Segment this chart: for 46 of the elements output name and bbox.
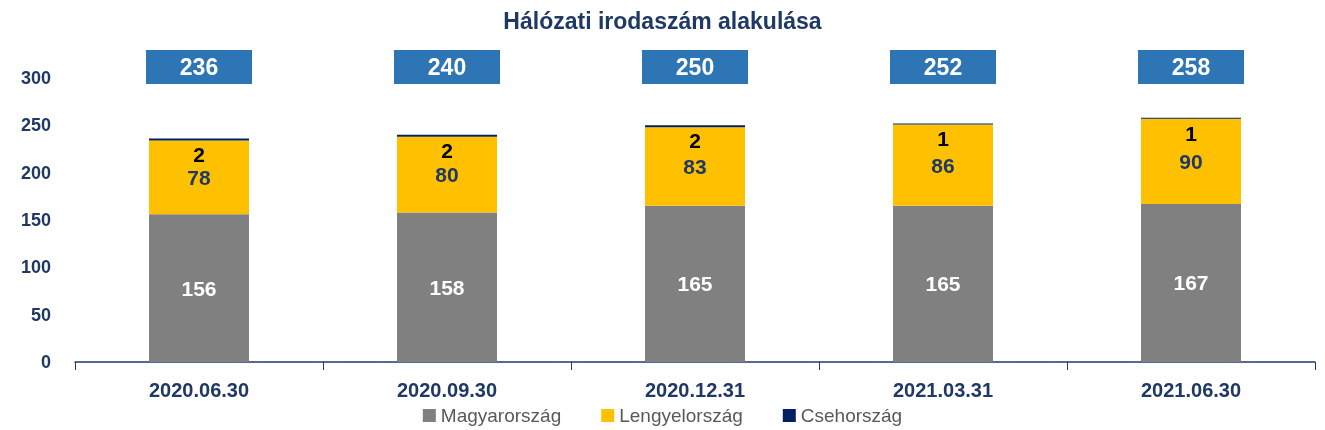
- data-label: 167: [1173, 271, 1209, 295]
- data-label: 2: [441, 138, 453, 162]
- data-label: 2: [193, 142, 205, 166]
- data-label: 2: [689, 129, 701, 153]
- data-label: 158: [429, 275, 465, 299]
- data-label: 165: [677, 272, 713, 296]
- bar: [397, 212, 497, 362]
- data-label: 78: [187, 165, 211, 189]
- legend-label: Csehország: [800, 405, 903, 426]
- total-label: 250: [675, 54, 715, 80]
- y-tick-label: 0: [40, 352, 51, 372]
- data-label: 90: [1179, 149, 1203, 173]
- x-tick-label: 2021.03.31: [892, 379, 994, 401]
- total-label: 240: [427, 54, 467, 80]
- bar: [149, 214, 249, 362]
- x-tick-label: 2020.12.31: [644, 379, 746, 401]
- y-tick-label: 250: [20, 115, 51, 136]
- total-label: 258: [1171, 54, 1211, 80]
- legend-label: Lengyelország: [619, 405, 743, 426]
- x-tick-label: 2020.06.30: [148, 379, 250, 401]
- bar: [645, 127, 745, 206]
- data-label: 1: [1185, 121, 1198, 145]
- legend-label: Magyarország: [440, 405, 562, 426]
- y-tick-label: 100: [20, 257, 51, 278]
- bar: [893, 205, 993, 362]
- y-tick-label: 300: [20, 68, 51, 88]
- bar: [645, 205, 745, 362]
- bar: [397, 136, 497, 213]
- bar: [149, 140, 249, 215]
- data-label: 156: [181, 276, 217, 300]
- bar: [1141, 203, 1241, 362]
- data-label: 1: [937, 127, 950, 151]
- y-tick-label: 200: [20, 162, 51, 183]
- bar: [1141, 118, 1241, 204]
- x-tick-label: 2020.09.30: [396, 379, 498, 401]
- chart-title: Hálózati irodaszám alakulása: [503, 7, 822, 34]
- bar: [893, 124, 993, 206]
- data-label: 80: [435, 163, 459, 187]
- x-tick-label: 2021.06.30: [1140, 379, 1242, 401]
- total-label: 236: [179, 54, 219, 80]
- total-label: 252: [923, 54, 963, 80]
- y-tick-label: 150: [20, 210, 51, 230]
- data-label: 165: [925, 272, 961, 296]
- data-label: 83: [683, 155, 707, 179]
- y-tick-label: 50: [30, 304, 51, 325]
- data-label: 86: [931, 153, 955, 177]
